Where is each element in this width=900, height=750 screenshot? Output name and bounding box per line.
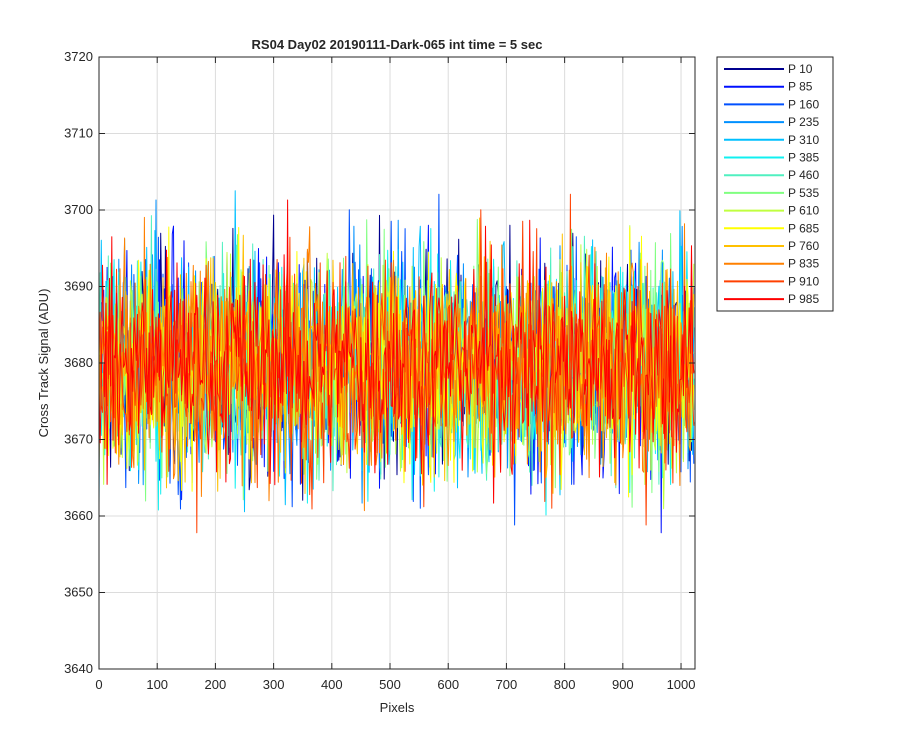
y-tick-label: 3720 — [64, 49, 93, 64]
legend-label: P 160 — [788, 97, 819, 111]
legend-label: P 310 — [788, 133, 819, 147]
chart-title: RS04 Day02 20190111-Dark-065 int time = … — [252, 37, 543, 52]
x-tick-label: 600 — [437, 677, 459, 692]
legend-box — [716, 56, 834, 312]
y-tick-label: 3710 — [64, 126, 93, 141]
legend-label: P 235 — [788, 115, 819, 129]
series-line-p-985 — [98, 199, 695, 504]
y-tick-label: 3650 — [64, 585, 93, 600]
y-tick-label: 3700 — [64, 202, 93, 217]
y-tick-label: 3680 — [64, 355, 93, 370]
y-axis: 3640 3650 3660 3670 3680 3690 3700 3710 3720 — [64, 49, 695, 676]
x-tick-label: 1000 — [667, 677, 696, 692]
x-tick-label: 900 — [612, 677, 634, 692]
legend: P 10 P 85 P 160 P 235 P 310 P 385 P 460 P 535 P … — [716, 56, 834, 312]
y-tick-label: 3660 — [64, 508, 93, 523]
legend-label: P 910 — [788, 274, 819, 288]
x-axis-label: Pixels — [380, 700, 415, 715]
x-tick-label: 200 — [205, 677, 227, 692]
y-tick-label: 3640 — [64, 661, 93, 676]
legend-items: P 10 P 85 P 160 P 235 P 310 P 385 P 460 P 535 P … — [724, 62, 819, 306]
y-axis-label: Cross Track Signal (ADU) — [36, 289, 51, 438]
y-tick-label: 3670 — [64, 432, 93, 447]
series-lines — [98, 190, 695, 534]
x-tick-label: 100 — [146, 677, 168, 692]
x-tick-label: 300 — [263, 677, 285, 692]
legend-label: P 985 — [788, 292, 819, 306]
legend-label: P 835 — [788, 257, 819, 271]
legend-label: P 535 — [788, 186, 819, 200]
x-tick-label: 700 — [496, 677, 518, 692]
x-tick-label: 800 — [554, 677, 576, 692]
legend-label: P 685 — [788, 221, 819, 235]
x-tick-label: 400 — [321, 677, 343, 692]
x-tick-label: 0 — [95, 677, 102, 692]
legend-label: P 610 — [788, 204, 819, 218]
legend-label: P 10 — [788, 62, 813, 76]
legend-label: P 460 — [788, 168, 819, 182]
legend-label: P 760 — [788, 239, 819, 253]
legend-label: P 385 — [788, 151, 819, 165]
x-tick-label: 500 — [379, 677, 401, 692]
x-axis: 0 100 200 300 400 500 600 700 800 900 1000 — [95, 57, 695, 692]
legend-label: P 85 — [788, 80, 813, 94]
y-tick-label: 3690 — [64, 279, 93, 294]
